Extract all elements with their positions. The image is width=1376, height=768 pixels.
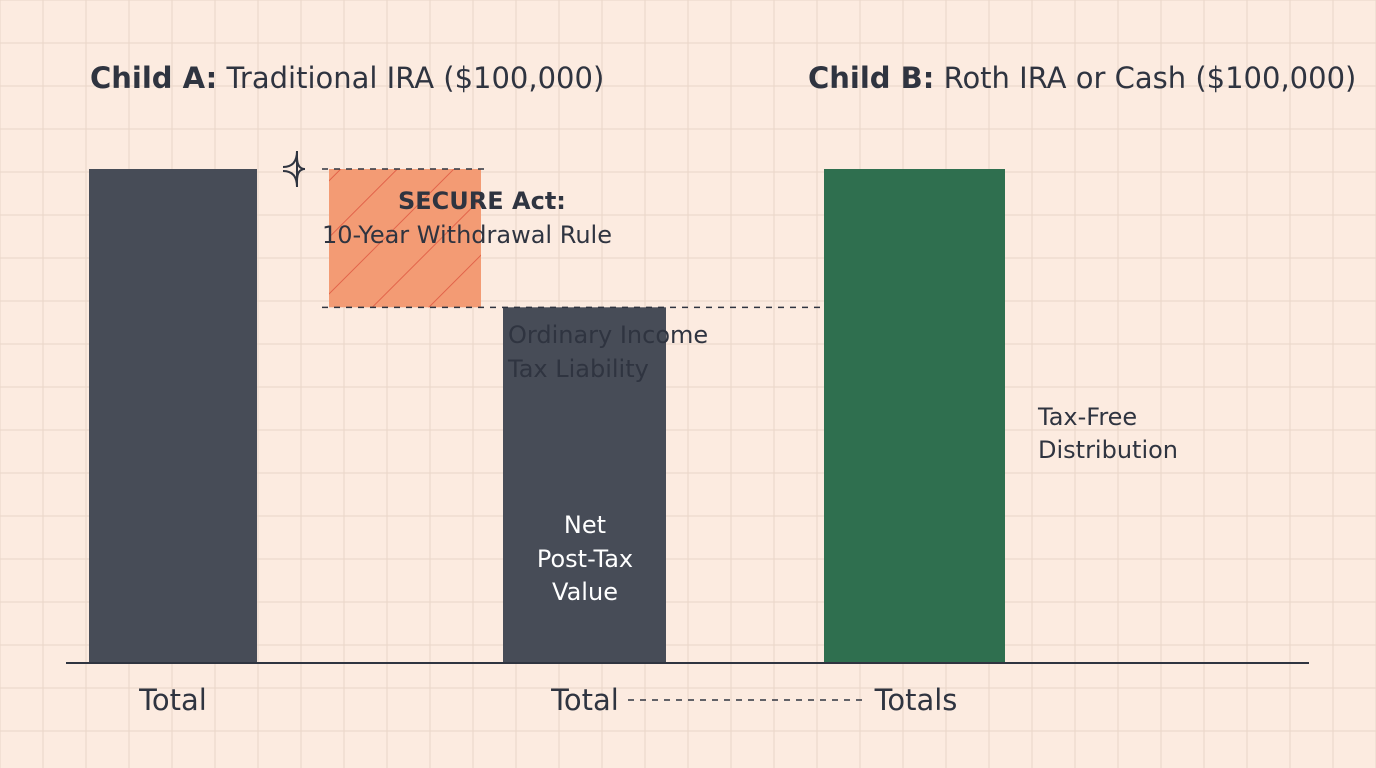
child-a-title-rest: Traditional IRA ($100,000) bbox=[217, 61, 604, 95]
child-b-title-bold: Child B: bbox=[808, 61, 934, 95]
brace-heading: SECURE Act: bbox=[398, 187, 566, 215]
tax-free-label-line-1: Tax-Free bbox=[1037, 403, 1137, 431]
tax-free-label-line-2: Distribution bbox=[1038, 436, 1178, 464]
brace-icon bbox=[282, 150, 306, 188]
child-b-title-rest: Roth IRA or Cash ($100,000) bbox=[934, 61, 1356, 95]
bar-child-a-total bbox=[89, 169, 257, 663]
tax-label-line-2: Tax Liability bbox=[507, 355, 649, 383]
net-bar-label-line-1: Net bbox=[564, 511, 606, 539]
bar-child-b-total bbox=[824, 169, 1005, 663]
child-b-title: Child B: Roth IRA or Cash ($100,000) bbox=[808, 61, 1356, 95]
x-label-child-a-total: Total bbox=[138, 683, 207, 717]
net-bar-label-line-2: Post-Tax bbox=[537, 545, 633, 573]
child-a-title-bold: Child A: bbox=[90, 61, 217, 95]
bar-child-a-net bbox=[503, 307, 666, 663]
tax-label-line-1: Ordinary Income bbox=[508, 321, 708, 349]
x-label-child-b-total: Totals bbox=[874, 683, 958, 717]
net-bar-label-line-3: Value bbox=[552, 578, 618, 606]
bar-tax-liability-hatch bbox=[329, 169, 481, 308]
brace-text: 10-Year Withdrawal Rule bbox=[322, 221, 612, 249]
x-label-child-a-net: Total bbox=[550, 683, 619, 717]
child-a-title: Child A: Traditional IRA ($100,000) bbox=[90, 61, 604, 95]
